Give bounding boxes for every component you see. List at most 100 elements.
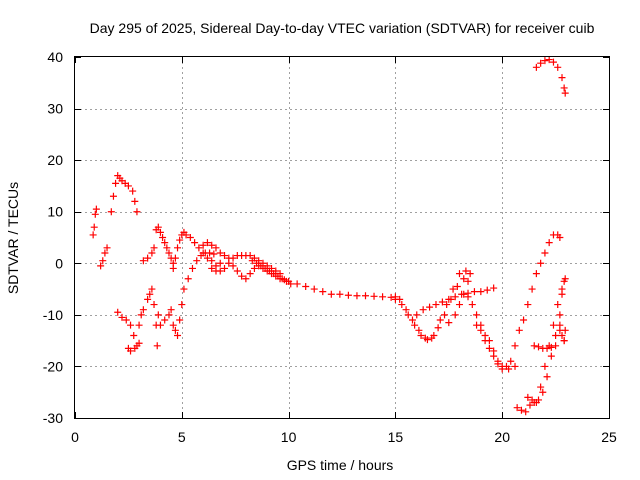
data-point bbox=[250, 264, 258, 272]
data-point bbox=[216, 267, 224, 275]
data-point bbox=[415, 326, 423, 334]
data-point bbox=[137, 311, 145, 319]
data-point bbox=[139, 306, 147, 314]
data-point bbox=[261, 264, 269, 272]
data-point bbox=[169, 321, 177, 329]
series-arc-wave-17h bbox=[413, 284, 498, 319]
data-point bbox=[178, 301, 186, 309]
data-point bbox=[319, 288, 327, 296]
data-point bbox=[159, 234, 167, 241]
data-point bbox=[451, 293, 459, 301]
data-point bbox=[91, 210, 99, 218]
data-point bbox=[404, 311, 412, 319]
data-point bbox=[522, 408, 530, 416]
data-point bbox=[426, 303, 434, 311]
data-point bbox=[561, 326, 569, 334]
chart-title: Day 295 of 2025, Sidereal Day-to-day VTE… bbox=[90, 20, 595, 36]
data-point bbox=[502, 362, 510, 370]
data-point bbox=[552, 331, 560, 339]
series-arc-upper-3h bbox=[139, 223, 177, 267]
series-arc-deep-21h bbox=[513, 275, 569, 416]
data-point bbox=[547, 352, 555, 360]
data-point bbox=[193, 257, 201, 265]
data-point bbox=[188, 264, 196, 272]
data-point bbox=[466, 270, 474, 278]
series-arc-rise-to-peak bbox=[97, 172, 141, 270]
x-tick-label: 15 bbox=[388, 429, 404, 445]
data-point bbox=[229, 262, 237, 270]
data-point bbox=[421, 334, 429, 342]
data-point bbox=[545, 56, 553, 64]
data-point bbox=[174, 331, 182, 339]
x-tick-label: 10 bbox=[281, 429, 297, 445]
x-tick-label: 20 bbox=[494, 429, 510, 445]
data-point bbox=[186, 234, 194, 241]
data-point bbox=[144, 295, 152, 303]
data-point bbox=[336, 290, 344, 298]
data-point bbox=[135, 339, 143, 347]
data-point bbox=[127, 321, 135, 329]
data-point bbox=[537, 383, 545, 391]
data-point bbox=[515, 326, 523, 334]
data-point bbox=[153, 342, 161, 350]
data-point bbox=[436, 316, 444, 324]
data-point bbox=[453, 282, 461, 290]
data-point bbox=[122, 316, 130, 324]
data-point bbox=[146, 290, 154, 298]
data-point bbox=[535, 343, 543, 351]
data-point bbox=[114, 308, 122, 316]
data-point bbox=[129, 187, 137, 195]
data-point bbox=[434, 324, 442, 332]
data-point bbox=[511, 342, 519, 350]
data-point bbox=[413, 311, 421, 319]
data-point bbox=[176, 316, 184, 324]
data-point bbox=[468, 301, 476, 309]
data-point bbox=[184, 275, 192, 283]
series-arc-around-4h-low bbox=[153, 249, 218, 350]
data-point bbox=[221, 252, 229, 260]
data-point bbox=[144, 254, 152, 262]
data-point bbox=[517, 406, 525, 414]
data-point bbox=[118, 313, 126, 321]
data-point bbox=[460, 290, 468, 298]
data-point bbox=[428, 334, 436, 342]
data-point bbox=[199, 249, 207, 257]
data-point bbox=[208, 264, 216, 272]
data-point bbox=[473, 321, 481, 329]
series-arc-descent-18h-b bbox=[473, 321, 510, 373]
data-point bbox=[561, 275, 569, 283]
data-point bbox=[507, 357, 515, 365]
data-point bbox=[285, 277, 293, 285]
data-point bbox=[130, 331, 138, 339]
data-point bbox=[238, 272, 246, 280]
data-point bbox=[148, 285, 156, 293]
data-point bbox=[99, 257, 107, 265]
y-tick-label: 0 bbox=[55, 255, 63, 271]
data-point bbox=[221, 264, 229, 272]
data-point bbox=[203, 254, 211, 262]
data-point bbox=[89, 231, 97, 239]
data-point bbox=[248, 257, 256, 265]
data-point bbox=[195, 244, 203, 252]
data-point bbox=[530, 342, 538, 350]
data-point bbox=[148, 249, 156, 257]
data-point bbox=[171, 326, 179, 334]
data-point bbox=[402, 306, 410, 314]
data-point bbox=[438, 298, 446, 306]
data-point bbox=[528, 285, 536, 293]
data-point bbox=[411, 321, 419, 329]
data-point bbox=[246, 270, 254, 278]
data-point bbox=[206, 249, 214, 257]
data-point bbox=[398, 301, 406, 309]
data-point bbox=[124, 344, 132, 352]
data-point bbox=[558, 74, 566, 82]
data-point bbox=[109, 192, 117, 200]
data-point bbox=[513, 404, 521, 412]
data-point bbox=[139, 257, 147, 265]
data-point bbox=[490, 352, 498, 360]
data-point bbox=[445, 295, 453, 303]
data-point bbox=[432, 301, 440, 309]
data-point bbox=[556, 321, 564, 329]
data-point bbox=[92, 205, 100, 213]
data-point bbox=[560, 84, 568, 92]
